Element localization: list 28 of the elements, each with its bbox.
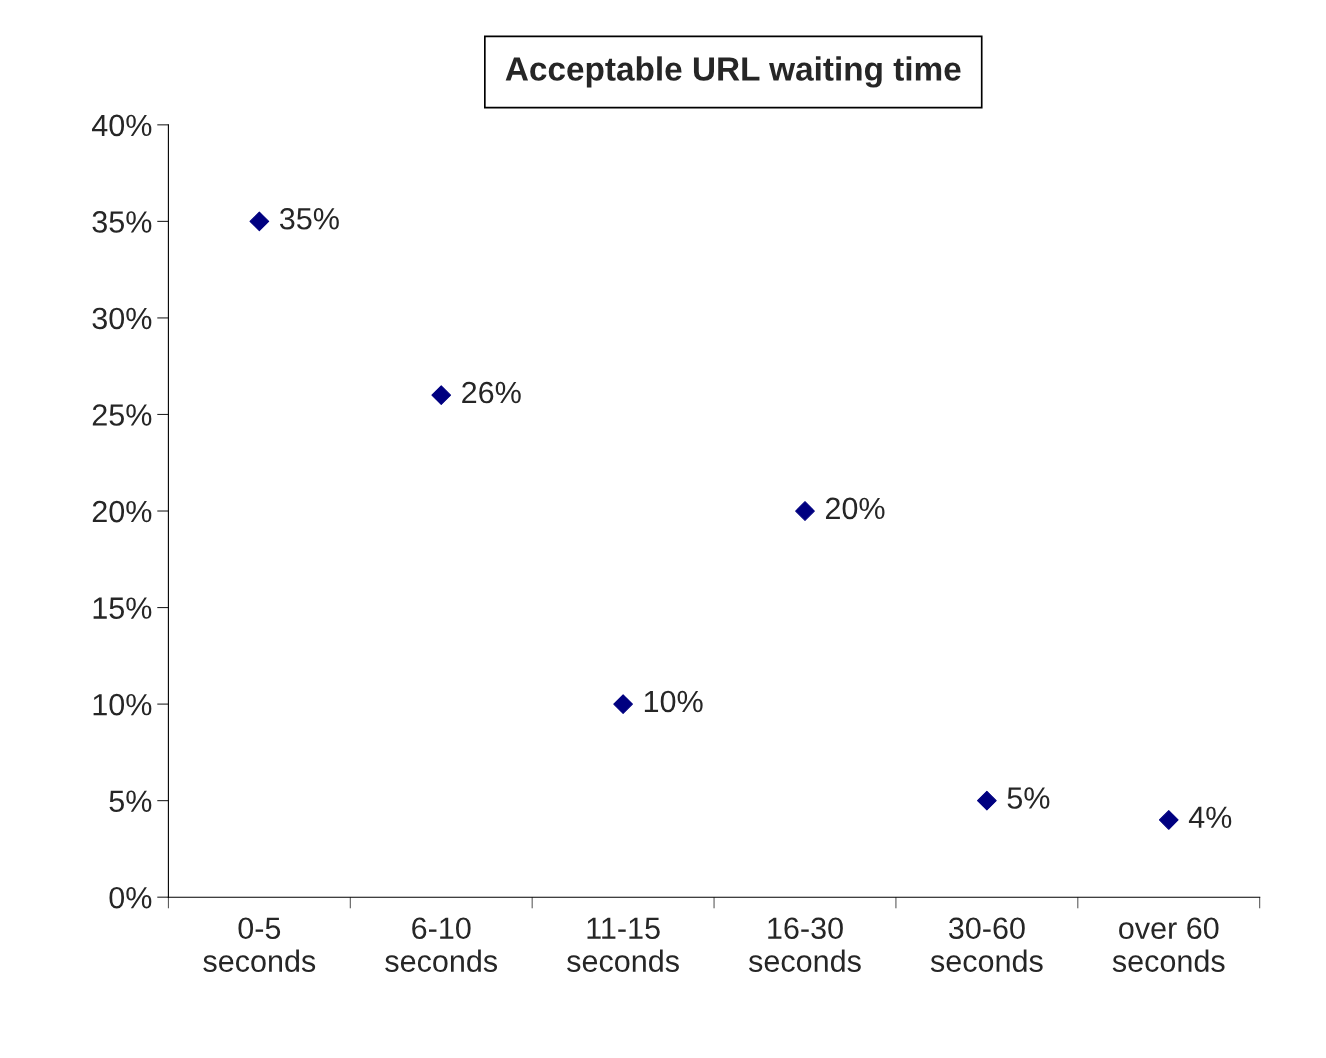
chart-title: Acceptable URL waiting time <box>505 56 961 88</box>
point <box>431 385 452 406</box>
point <box>977 790 997 811</box>
y-tick-label: 40% <box>91 114 152 137</box>
point <box>613 694 633 714</box>
data-label: 10% <box>644 690 703 713</box>
y-tick-label: 15% <box>93 597 152 619</box>
x-tick-label: over 60 seconds <box>1112 917 1225 972</box>
y-tick-label: 30% <box>92 307 152 330</box>
y-tick-label: 0% <box>109 886 152 909</box>
x-tick-label: 11-15 seconds <box>567 917 679 972</box>
data-label: 4% <box>1188 806 1232 829</box>
x-tick-label: 0-5 seconds <box>203 917 316 972</box>
x-tick-label: 16-30 seconds <box>748 917 861 972</box>
point <box>795 501 815 521</box>
point <box>1158 810 1179 830</box>
y-tick-label: 35% <box>92 211 152 233</box>
y-tick-label: 10% <box>93 693 152 716</box>
x-tick-label: 30-60 seconds <box>930 917 1043 972</box>
data-label: 20% <box>825 497 885 520</box>
y-tick-label: 5% <box>109 790 152 813</box>
data-label: 5% <box>1007 787 1050 809</box>
y-tick-label: 25% <box>92 404 152 426</box>
point <box>249 211 270 232</box>
data-label: 35% <box>279 207 339 230</box>
y-tick-label: 20% <box>92 500 152 523</box>
data-label: 26% <box>462 381 521 404</box>
x-tick-label: 6-10 seconds <box>385 917 498 972</box>
